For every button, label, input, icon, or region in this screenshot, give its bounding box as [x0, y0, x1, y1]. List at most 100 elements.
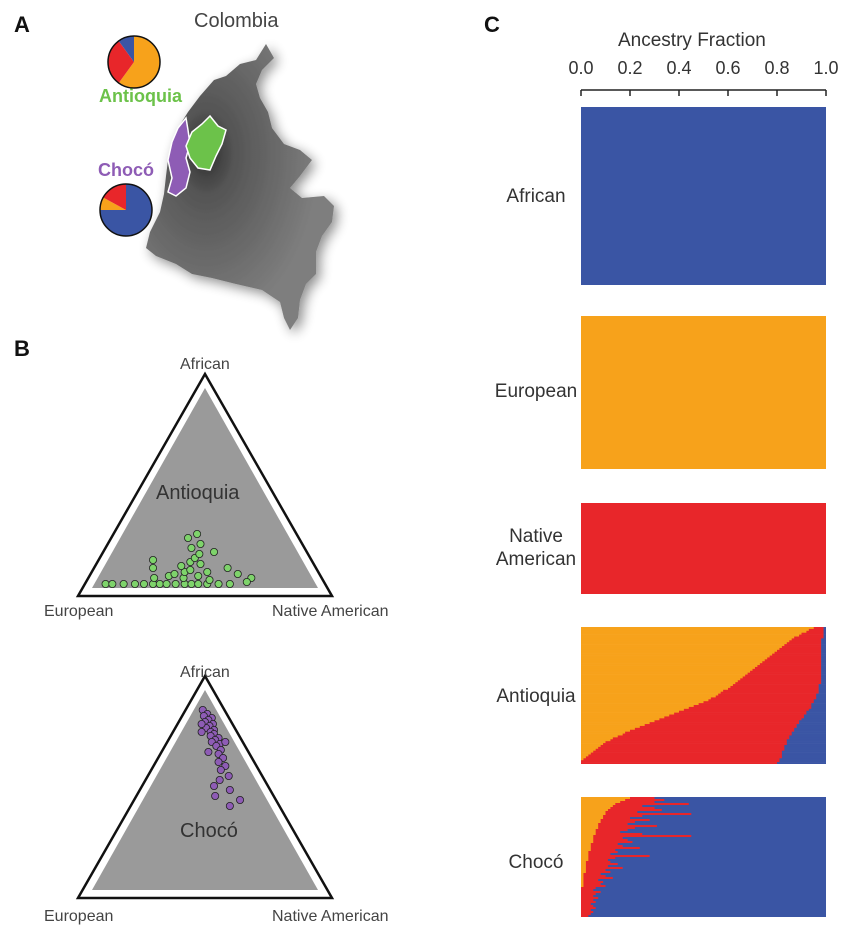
admix-bar-african [796, 725, 826, 729]
pie-choco [99, 183, 153, 237]
ternary-c-top-label: African [180, 664, 230, 681]
admix-bar-african [821, 665, 826, 668]
ternary-point [203, 567, 212, 576]
admix-bar-european [581, 853, 589, 856]
admix-bar-native-american [581, 915, 589, 917]
admix-bar-african [781, 750, 826, 753]
admix-bar-native-american [581, 889, 594, 892]
admix-bar-african [799, 722, 826, 725]
admix-bar-native-american [585, 865, 609, 868]
admix-bar-native-american [791, 638, 822, 641]
admix-bar-european [581, 708, 685, 712]
ternary-point [187, 543, 196, 552]
admix-bar-european [581, 642, 788, 645]
admix-bar-european [581, 815, 604, 818]
admix-bar-native-american [583, 875, 606, 878]
admix-bar-african [779, 760, 826, 763]
admix-bar-african [803, 714, 826, 717]
admix-bar-european [581, 630, 807, 634]
ternary-point [195, 549, 204, 558]
row-label-choco: Chocó [508, 852, 564, 873]
ternary-choco [75, 673, 335, 900]
admix-bar-native-american [585, 861, 611, 864]
admix-bar-native-american [740, 678, 822, 681]
row-label-african: African [506, 186, 566, 207]
admix-bar-native-american [588, 754, 783, 757]
admix-bar-european [581, 741, 606, 744]
admix-bar-european [581, 720, 655, 723]
admix-bar-african [821, 666, 826, 670]
admix-bar-european [581, 674, 746, 677]
choco-map-label: Chocó [98, 160, 154, 180]
admix-bar-native-american [715, 695, 817, 698]
admix-bar-african [598, 897, 826, 900]
admix-bar-native-american [612, 805, 643, 808]
admix-bar-african [593, 895, 826, 898]
admix-bar-native-american [583, 758, 780, 761]
admix-bar-european [581, 843, 592, 846]
ternary-point [210, 782, 219, 791]
admix-bar-african [811, 706, 826, 710]
admix-bar-native-american [813, 627, 824, 630]
admix-bar-african [803, 716, 826, 719]
admix-bar-european [581, 841, 594, 844]
admix-bar-european [581, 827, 599, 830]
admix-bar-european [581, 701, 704, 704]
admix-bar-european [581, 724, 645, 727]
admix-bar-african [656, 825, 826, 828]
native-line-2: American [495, 548, 577, 570]
admix-bar-european [581, 823, 599, 826]
admix-bar-european [581, 672, 748, 675]
admix-bar-african [784, 744, 826, 748]
admix-bar-european [581, 752, 592, 755]
admix-bar-african [777, 762, 826, 764]
admix-bar-african [688, 803, 826, 806]
ternary-point [177, 561, 186, 570]
admix-bar-european [581, 666, 756, 670]
admix-bar-native-american [799, 634, 824, 637]
admix-bar-african [600, 891, 826, 894]
admix-bar-native-american [806, 630, 824, 634]
admix-bar-native-american [585, 863, 619, 866]
admix-bar-native-american [598, 823, 628, 826]
admix-bar-native-american [789, 640, 822, 643]
admix-bar-native-american [698, 703, 812, 706]
admix-bar-european [581, 829, 596, 832]
admix-bar-african [818, 687, 826, 691]
admix-bar-native-american [588, 851, 619, 854]
panel-a-letter: A [14, 12, 30, 37]
admix-bar-african [605, 875, 826, 878]
admix-bar-native-american [630, 729, 795, 732]
admix-bar-european [581, 638, 792, 641]
admix-bar-native-american [593, 835, 692, 838]
admix-bar-european [581, 716, 665, 719]
admix-bar-african [598, 879, 826, 882]
admix-bar-native-american [718, 693, 817, 696]
admix-bar-african [794, 729, 826, 732]
ternary-point [204, 748, 213, 757]
admix-bar-european [581, 680, 739, 683]
ternary-point [242, 577, 251, 586]
admix-bar-european [581, 847, 592, 850]
admix-bar-african [588, 915, 826, 917]
admix-bar-european [581, 676, 743, 679]
admix-bar-african [610, 871, 826, 874]
admix-bar-european [581, 665, 758, 668]
admix-bar-native-american [581, 762, 778, 764]
admix-bar-european [581, 885, 584, 888]
admix-bar-native-american [581, 897, 599, 900]
admix-bar-african [821, 663, 826, 666]
admix-bar-african [823, 636, 826, 639]
admix-bar-native-american [581, 903, 592, 906]
admix-bar-european [581, 879, 584, 882]
admix-bar-african [818, 685, 826, 689]
admix-bar-african [593, 889, 826, 892]
admix-bar-african [627, 829, 826, 832]
admix-bar-african [816, 695, 826, 698]
ternary-a-top-label: African [180, 356, 230, 373]
pie-slice-european [100, 197, 126, 210]
admix-bar-african [823, 632, 826, 635]
admix-bar-european [581, 835, 594, 838]
admix-bar-european [581, 865, 587, 868]
admix-bar-european [581, 861, 587, 864]
